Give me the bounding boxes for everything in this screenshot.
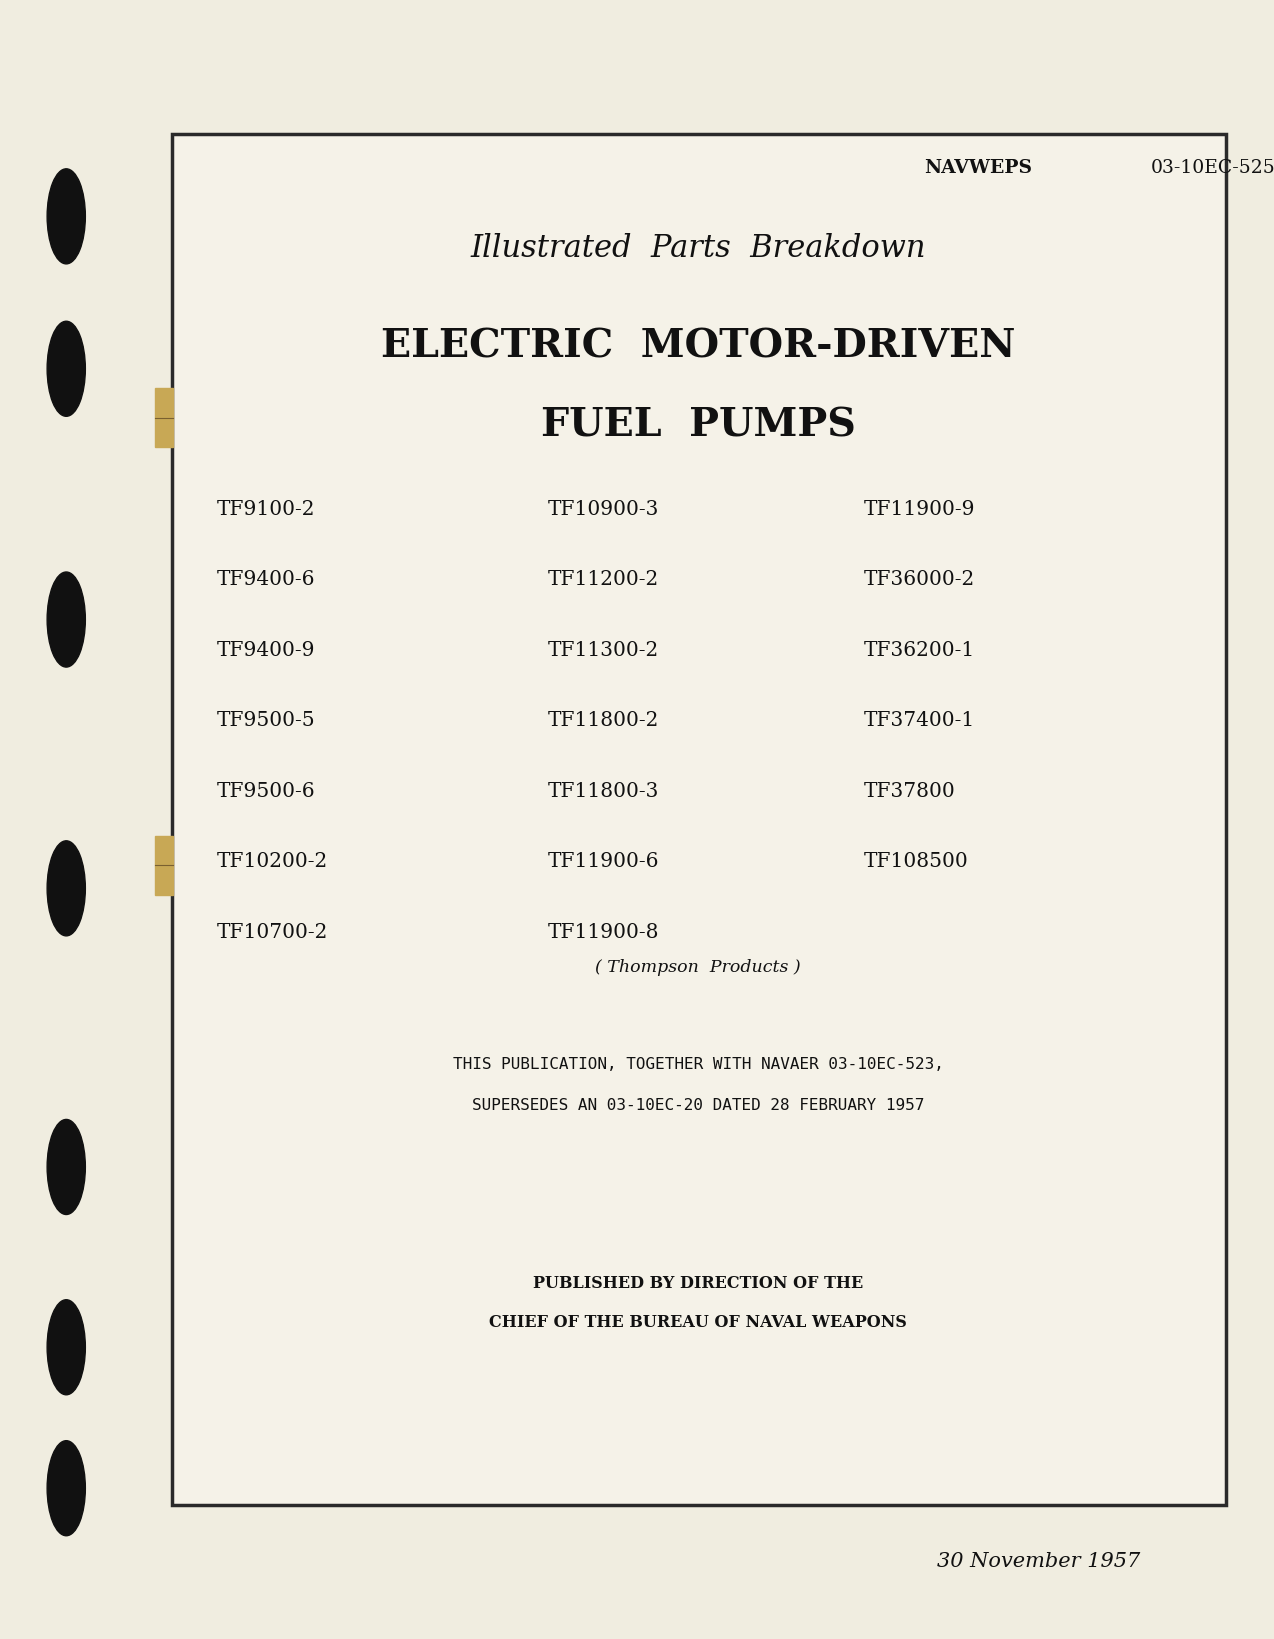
- Bar: [155, 836, 173, 895]
- Text: FUEL  PUMPS: FUEL PUMPS: [540, 406, 856, 444]
- Text: TF10900-3: TF10900-3: [548, 500, 659, 520]
- Text: TF9400-6: TF9400-6: [217, 570, 315, 590]
- Text: TF11300-2: TF11300-2: [548, 641, 659, 661]
- Ellipse shape: [47, 1300, 85, 1395]
- Text: TF36000-2: TF36000-2: [864, 570, 975, 590]
- Bar: [172, 134, 1226, 1505]
- Text: 30 November 1957: 30 November 1957: [936, 1552, 1140, 1572]
- Text: TF11900-6: TF11900-6: [548, 852, 660, 872]
- Ellipse shape: [47, 841, 85, 936]
- Text: TF11900-8: TF11900-8: [548, 923, 660, 942]
- Ellipse shape: [47, 1119, 85, 1214]
- Text: TF11800-2: TF11800-2: [548, 711, 659, 731]
- Text: ELECTRIC  MOTOR-DRIVEN: ELECTRIC MOTOR-DRIVEN: [381, 328, 1015, 365]
- Text: ( Thompson  Products ): ( Thompson Products ): [595, 959, 801, 975]
- Text: TF11900-9: TF11900-9: [864, 500, 976, 520]
- Text: TF9400-9: TF9400-9: [217, 641, 315, 661]
- Text: TF36200-1: TF36200-1: [864, 641, 975, 661]
- Text: TF9100-2: TF9100-2: [217, 500, 315, 520]
- Text: NAVWEPS: NAVWEPS: [924, 159, 1032, 177]
- Ellipse shape: [47, 1441, 85, 1536]
- Ellipse shape: [47, 572, 85, 667]
- Text: TF9500-5: TF9500-5: [217, 711, 315, 731]
- Text: TF10200-2: TF10200-2: [217, 852, 327, 872]
- Text: 03-10EC-525: 03-10EC-525: [1150, 159, 1274, 177]
- Text: SUPERSEDES AN 03-10EC-20 DATED 28 FEBRUARY 1957: SUPERSEDES AN 03-10EC-20 DATED 28 FEBRUA…: [471, 1098, 925, 1113]
- Text: TF11200-2: TF11200-2: [548, 570, 659, 590]
- Text: CHIEF OF THE BUREAU OF NAVAL WEAPONS: CHIEF OF THE BUREAU OF NAVAL WEAPONS: [489, 1314, 907, 1331]
- Text: TF10700-2: TF10700-2: [217, 923, 327, 942]
- Text: TF37400-1: TF37400-1: [864, 711, 975, 731]
- Text: TF11800-3: TF11800-3: [548, 782, 659, 801]
- Text: TF108500: TF108500: [864, 852, 968, 872]
- Bar: [155, 388, 173, 447]
- Ellipse shape: [47, 321, 85, 416]
- Text: THIS PUBLICATION, TOGETHER WITH NAVAER 03-10EC-523,: THIS PUBLICATION, TOGETHER WITH NAVAER 0…: [452, 1057, 944, 1072]
- Text: PUBLISHED BY DIRECTION OF THE: PUBLISHED BY DIRECTION OF THE: [533, 1275, 864, 1292]
- Text: TF37800: TF37800: [864, 782, 956, 801]
- Ellipse shape: [47, 169, 85, 264]
- Text: TF9500-6: TF9500-6: [217, 782, 315, 801]
- Text: Illustrated  Parts  Breakdown: Illustrated Parts Breakdown: [470, 233, 926, 264]
